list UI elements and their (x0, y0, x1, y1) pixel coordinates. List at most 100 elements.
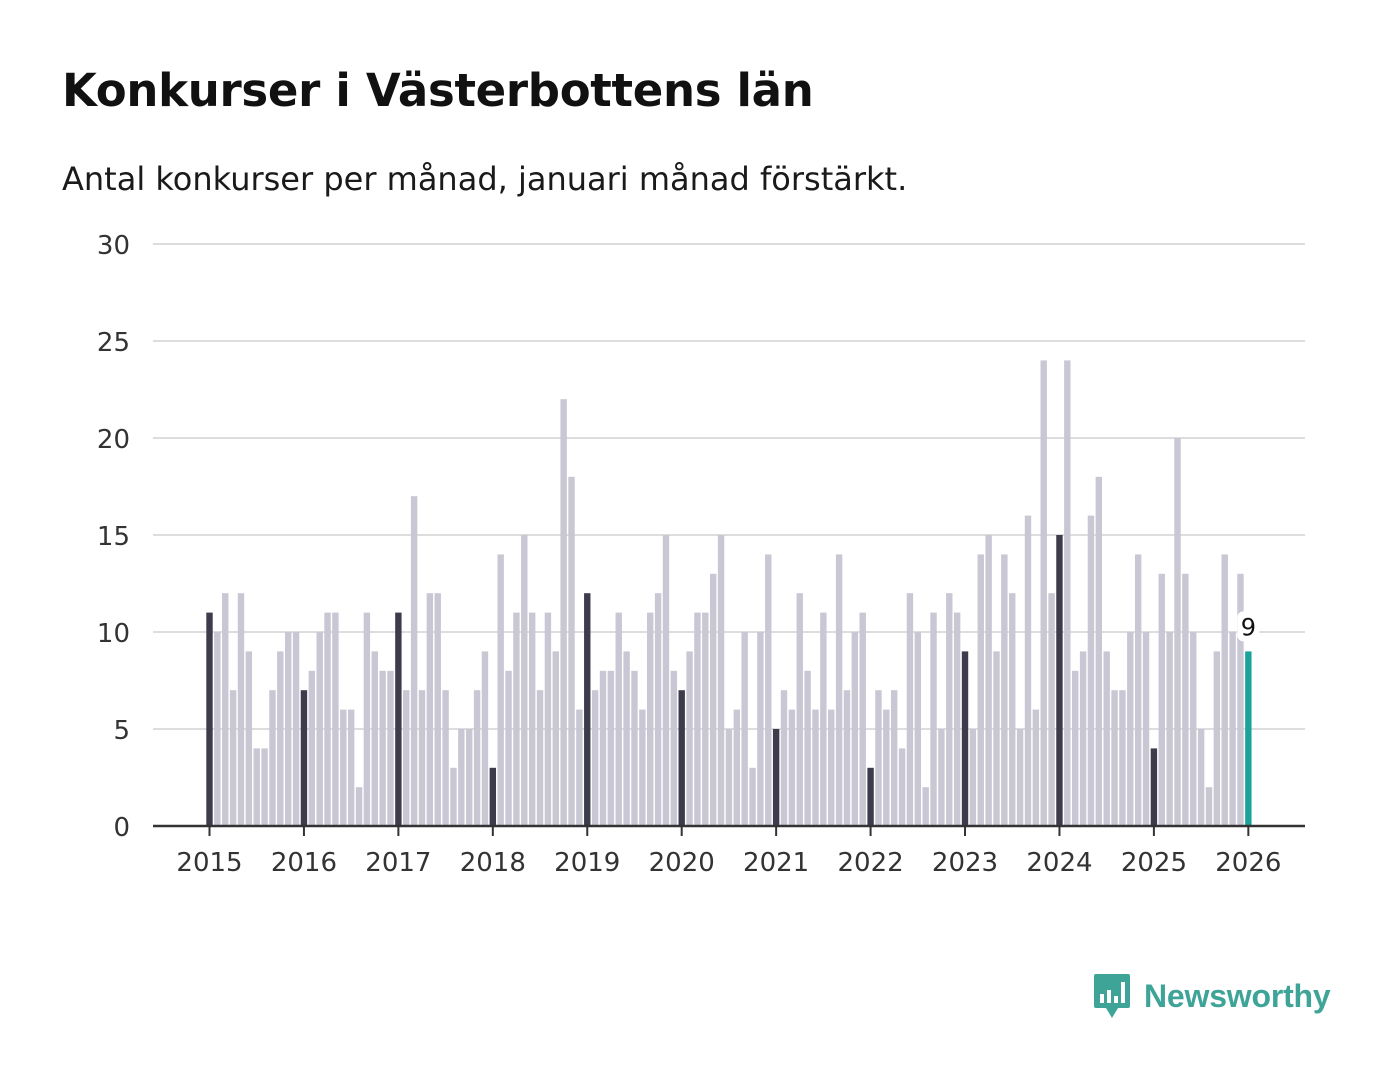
bar (812, 709, 819, 826)
bar (222, 593, 229, 826)
bar (694, 612, 701, 826)
bar (741, 632, 748, 826)
bar (796, 593, 803, 826)
bar (1229, 632, 1236, 826)
bar (906, 593, 914, 826)
bar (930, 612, 937, 826)
chart-title: Konkurser i Västerbottens län (62, 64, 814, 117)
bar (332, 612, 339, 826)
x-tick-label: 2021 (743, 848, 809, 878)
bar (497, 554, 504, 826)
bar (371, 651, 378, 826)
x-tick-label: 2025 (1121, 848, 1187, 878)
chart-subtitle: Antal konkurser per månad, januari månad… (62, 160, 908, 198)
newsworthy-logo-icon (1094, 974, 1130, 1018)
bar (347, 709, 355, 826)
y-tick-label: 15 (97, 522, 130, 552)
bar (340, 709, 347, 826)
bar (1127, 632, 1134, 826)
bar (308, 670, 316, 826)
bar (450, 767, 457, 826)
bar (591, 690, 599, 826)
bar (725, 729, 733, 826)
bar (780, 690, 788, 826)
bar (623, 651, 630, 826)
bar (686, 651, 693, 826)
bar (568, 476, 575, 826)
bars (206, 360, 1252, 826)
bar (1221, 554, 1228, 826)
bar (1111, 690, 1118, 826)
bar (1166, 632, 1173, 826)
x-tick-label: 2024 (1026, 848, 1092, 878)
bar (253, 748, 260, 826)
bar-latest (1245, 651, 1252, 826)
bar (560, 399, 567, 826)
newsworthy-logo[interactable]: Newsworthy (1092, 972, 1331, 1020)
bar-january (300, 690, 308, 826)
bar (1213, 651, 1221, 826)
bar (733, 709, 740, 826)
bar (765, 554, 772, 826)
bar (938, 729, 945, 826)
bar (670, 670, 678, 826)
bar (1087, 515, 1095, 826)
bar (875, 690, 882, 826)
bar (513, 612, 520, 826)
bar (662, 535, 670, 826)
bar (316, 632, 323, 826)
bar (914, 632, 921, 826)
bar (607, 670, 615, 826)
bar (418, 690, 426, 826)
y-tick-label: 30 (97, 231, 130, 261)
bar (1048, 593, 1055, 826)
bar (379, 670, 386, 826)
bar (993, 651, 1000, 826)
x-tick-label: 2015 (176, 848, 242, 878)
bar (1024, 515, 1032, 826)
bar (702, 612, 709, 826)
bar (1016, 729, 1024, 826)
bar (1142, 632, 1150, 826)
bar (890, 690, 898, 826)
x-tick-label: 2023 (932, 848, 998, 878)
x-tick-label: 2017 (365, 848, 431, 878)
bar (1064, 360, 1071, 826)
x-axis: 2015 2016 2017 2018 2019 2020 2021 2022 2023 2024… (153, 824, 1305, 878)
bar (324, 612, 331, 826)
bar (1205, 787, 1213, 826)
bar (851, 632, 859, 826)
bar (355, 787, 363, 826)
bar (458, 729, 465, 826)
bar (1095, 476, 1103, 826)
bar (387, 670, 394, 826)
bar (953, 612, 961, 826)
bar-january (489, 767, 497, 826)
bar (1197, 729, 1205, 826)
y-tick-label: 0 (113, 813, 130, 843)
bar (757, 632, 764, 826)
bar-january (395, 612, 402, 826)
data-label-latest: 9 (1241, 613, 1256, 641)
bar-january (206, 612, 213, 826)
x-tick-label: 2020 (649, 848, 715, 878)
bar (292, 632, 300, 826)
bar (1072, 670, 1079, 826)
bar (969, 729, 977, 826)
bar (552, 651, 559, 826)
bar (285, 632, 292, 826)
bar (717, 535, 725, 826)
bar-january (867, 767, 874, 826)
brand-name: Newsworthy (1144, 977, 1331, 1014)
bar (654, 593, 662, 826)
bar (410, 496, 418, 826)
bar (269, 690, 276, 826)
bar (1103, 651, 1110, 826)
bar (1237, 573, 1244, 826)
bar (481, 651, 489, 826)
bar (277, 651, 284, 826)
x-tick-label: 2016 (271, 848, 337, 878)
x-tick-label: 2019 (554, 848, 620, 878)
bar (615, 612, 622, 826)
